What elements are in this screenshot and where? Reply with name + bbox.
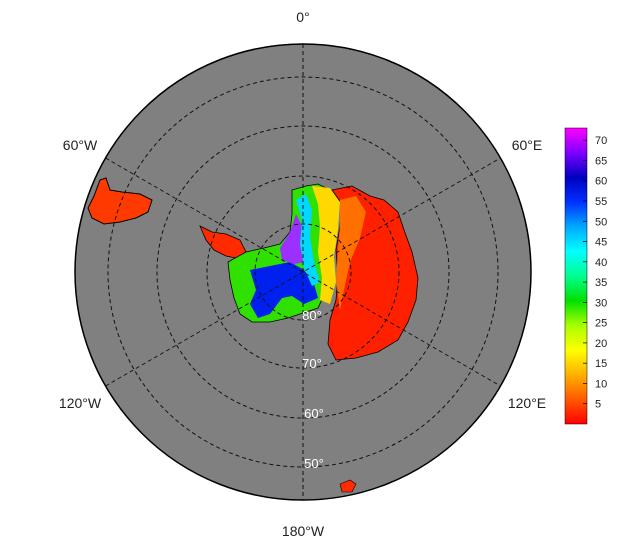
colorbar-tick-label: 25 <box>595 318 607 330</box>
lon-label-180: 180°W <box>282 523 325 539</box>
colorbar-tick-label: 60 <box>595 176 607 188</box>
west-cyan-band <box>296 194 320 286</box>
colorbar: 5 10 15 20 25 30 35 40 45 50 55 60 65 70 <box>564 127 607 425</box>
lon-label-120w: 120°W <box>59 395 102 411</box>
transition-yellow-band <box>312 186 340 304</box>
island-data-1 <box>339 479 357 493</box>
colorbar-tick-label: 15 <box>595 358 607 370</box>
lon-label-120e: 120°E <box>508 395 546 411</box>
lon-label-60w: 60°W <box>63 137 98 153</box>
colorbar-ramp <box>564 127 588 425</box>
lat-label-80: 80° <box>302 308 322 323</box>
east-orange-patch <box>336 196 366 310</box>
lat-label-60: 60° <box>304 406 324 421</box>
lat-circle-50 <box>107 76 499 468</box>
lon-label-0: 0° <box>296 9 309 25</box>
meridian-line <box>105 157 501 387</box>
colorbar-tick-label: 70 <box>595 135 607 147</box>
colorbar-tick-label: 65 <box>595 155 607 167</box>
colorbar-tick-label: 55 <box>595 196 607 208</box>
colorbar-tick-label: 30 <box>595 297 607 309</box>
colorbar-tick-label: 20 <box>595 338 607 350</box>
colorbar-tick-label: 5 <box>595 399 601 411</box>
meridians <box>105 44 501 500</box>
lat-label-70: 70° <box>302 356 322 371</box>
lon-label-60e: 60°E <box>512 137 543 153</box>
colorbar-tick-label: 40 <box>595 257 607 269</box>
lat-circle-80 <box>254 223 352 321</box>
colorbar-tick-label: 50 <box>595 216 607 228</box>
map-border <box>74 43 532 501</box>
south-america-data <box>87 177 153 225</box>
colorbar-tick-label: 35 <box>595 277 607 289</box>
data-layer <box>87 177 419 493</box>
colorbar-tick-label: 10 <box>595 378 607 390</box>
west-purple-region <box>280 214 306 264</box>
colorbar-tick-label: 45 <box>595 237 607 249</box>
lat-circle-60 <box>156 125 450 419</box>
lat-label-50: 50° <box>304 456 324 471</box>
colorbar-ticks: 5 10 15 20 25 30 35 40 45 50 55 60 65 70 <box>583 135 607 411</box>
